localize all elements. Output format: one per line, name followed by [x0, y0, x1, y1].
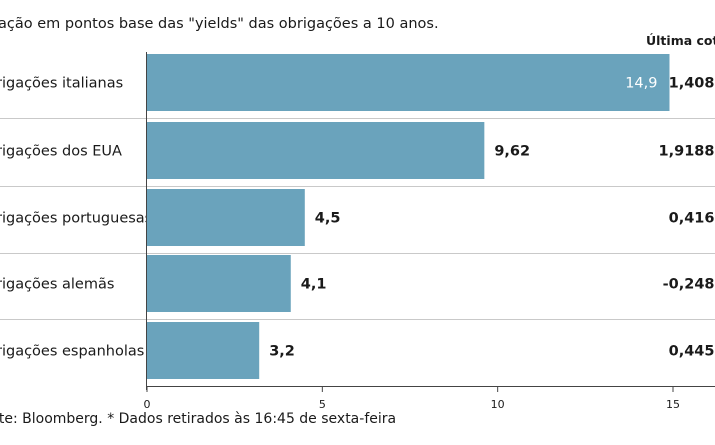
category-label: rigações italianas: [0, 76, 123, 92]
last-quote-value: 0,416: [669, 211, 715, 227]
category-label: rigações portuguesas: [0, 211, 152, 227]
category-label: rigações dos EUA: [0, 144, 122, 160]
category-label: rigações alemãs: [0, 277, 114, 293]
x-tick-label: 0: [144, 398, 151, 411]
x-tick-label: 5: [319, 398, 326, 411]
last-quote-value: 1,408: [669, 76, 715, 92]
bar: [147, 122, 485, 179]
x-tick-label: 15: [666, 398, 680, 411]
bar: [147, 54, 670, 111]
bar-value-label: 4,5: [315, 211, 341, 227]
last-quote-value: 1,9188: [659, 144, 715, 160]
last-quote-value: -0,248: [663, 277, 715, 293]
bar-value-label: 4,1: [301, 277, 327, 293]
bar-value-label: 9,62: [494, 144, 530, 160]
chart-subtitle: riação em pontos base das "yields" das o…: [0, 16, 439, 32]
bar: [147, 255, 291, 312]
bar-value-label: 3,2: [269, 344, 295, 360]
last-quote-value: 0,445: [669, 344, 715, 360]
category-label: rigações espanholas: [0, 344, 144, 360]
x-tick-label: 10: [491, 398, 505, 411]
bar: [147, 322, 260, 379]
source-note: nte: Bloomberg. * Dados retirados às 16:…: [0, 411, 397, 427]
bar-value-label: 14,9: [625, 76, 657, 92]
bar: [147, 189, 305, 246]
last-quote-header: Última cotaç: [646, 33, 715, 48]
